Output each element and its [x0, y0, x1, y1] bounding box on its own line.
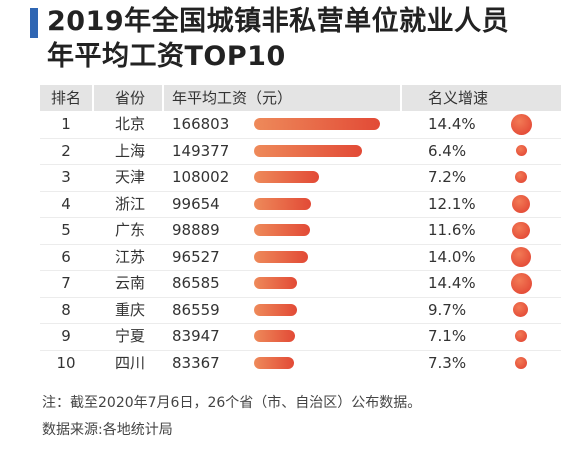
row-divider — [40, 243, 561, 245]
growth-value: 7.3% — [428, 353, 467, 372]
province-cell: 天津 — [114, 168, 145, 186]
header-rank: 排名 — [50, 89, 81, 107]
growth-dot — [510, 272, 532, 294]
growth-value: 9.7% — [428, 300, 467, 319]
province-cell: 重庆 — [114, 300, 145, 319]
row-divider — [40, 217, 561, 218]
wage-value: 86559 — [172, 300, 220, 319]
growth-dot — [513, 302, 529, 318]
row-divider — [40, 323, 561, 324]
rank-cell: 2 — [61, 141, 71, 160]
table-row: 1 北京 166803 14.4% — [0, 111, 578, 138]
row-divider — [40, 190, 561, 192]
row-divider — [40, 137, 561, 139]
wage-value: 83367 — [172, 353, 220, 372]
wage-bar — [254, 224, 310, 236]
wage-value: 98889 — [172, 221, 220, 239]
table-row: 5 广东 98889 11.6% — [0, 217, 578, 244]
wage-bar — [254, 356, 294, 369]
footnote: 注：截至2020年7月6日，26个省（市、自治区）公布数据。 — [42, 395, 422, 411]
province-cell: 四川 — [114, 353, 145, 372]
table-row: 8 重庆 86559 9.7% — [0, 297, 578, 324]
growth-value: 14.4% — [428, 274, 476, 292]
province-cell: 浙江 — [114, 194, 145, 213]
wage-bar — [254, 171, 320, 183]
growth-dot — [511, 194, 530, 213]
header-province: 省份 — [114, 89, 145, 107]
growth-dot — [515, 171, 527, 184]
growth-value: 7.2% — [428, 168, 467, 186]
growth-value: 12.1% — [428, 194, 476, 213]
province-cell: 上海 — [114, 141, 145, 160]
title-accent-bar — [30, 8, 38, 38]
table-row: 3 天津 108002 7.2% — [0, 164, 578, 191]
wage-value: 99654 — [172, 194, 220, 213]
growth-dot — [515, 145, 527, 157]
table-row: 2 上海 149377 6.4% — [0, 138, 578, 165]
title-line-2: 年平均工资TOP10 — [47, 41, 286, 72]
table-row: 10 四川 83367 7.3% — [0, 350, 578, 377]
rank-cell: 5 — [61, 221, 71, 239]
province-cell: 北京 — [114, 115, 145, 133]
province-cell: 云南 — [114, 274, 145, 292]
rank-cell: 7 — [61, 274, 71, 292]
growth-dot — [510, 113, 532, 135]
wage-bar — [254, 303, 298, 316]
data-source: 数据来源:各地统计局 — [42, 422, 173, 438]
column-divider — [162, 85, 164, 375]
column-divider — [400, 85, 402, 375]
wage-value: 86585 — [172, 274, 220, 292]
row-divider — [40, 296, 561, 298]
wage-bar — [254, 144, 362, 157]
growth-dot — [512, 221, 530, 239]
growth-dot — [510, 246, 532, 267]
wage-bar — [254, 330, 295, 342]
table-body: 1 北京 166803 14.4% 2 上海 149377 6.4% 3 天津 108002 7.2%… — [0, 111, 578, 376]
wage-value: 96527 — [172, 247, 220, 266]
table-row: 7 云南 86585 14.4% — [0, 270, 578, 297]
rank-cell: 1 — [61, 115, 71, 133]
wage-bar — [254, 277, 298, 289]
column-divider — [92, 85, 94, 375]
province-cell: 广东 — [114, 221, 145, 239]
rank-cell: 10 — [56, 353, 76, 372]
header-wage: 年平均工资（元） — [172, 89, 293, 107]
row-divider — [40, 349, 561, 351]
growth-value: 14.0% — [428, 247, 476, 266]
growth-value: 11.6% — [428, 221, 476, 239]
wage-bar — [254, 197, 311, 210]
title-line-1: 2019年全国城镇非私营单位就业人员 — [47, 6, 510, 37]
rank-cell: 6 — [61, 247, 71, 266]
row-divider — [40, 164, 561, 165]
province-cell: 江苏 — [114, 247, 145, 266]
wage-value: 149377 — [172, 141, 230, 160]
growth-value: 6.4% — [428, 141, 467, 160]
table-row: 6 江苏 96527 14.0% — [0, 244, 578, 271]
wage-bar — [254, 250, 308, 263]
growth-dot — [515, 330, 527, 343]
rank-cell: 4 — [61, 194, 71, 213]
growth-value: 7.1% — [428, 327, 467, 345]
rank-cell: 9 — [61, 327, 71, 345]
wage-value: 83947 — [172, 327, 220, 345]
wage-value: 166803 — [172, 115, 230, 133]
growth-value: 14.4% — [428, 115, 476, 133]
table-row: 9 宁夏 83947 7.1% — [0, 323, 578, 350]
wage-value: 108002 — [172, 168, 230, 186]
table-row: 4 浙江 99654 12.1% — [0, 191, 578, 218]
wage-bar — [254, 118, 380, 130]
table-header-background — [40, 85, 561, 111]
rank-cell: 3 — [61, 168, 71, 186]
rank-cell: 8 — [61, 300, 71, 319]
growth-dot — [514, 356, 527, 369]
row-divider — [40, 270, 561, 271]
province-cell: 宁夏 — [114, 327, 145, 345]
header-growth: 名义增速 — [428, 89, 489, 107]
